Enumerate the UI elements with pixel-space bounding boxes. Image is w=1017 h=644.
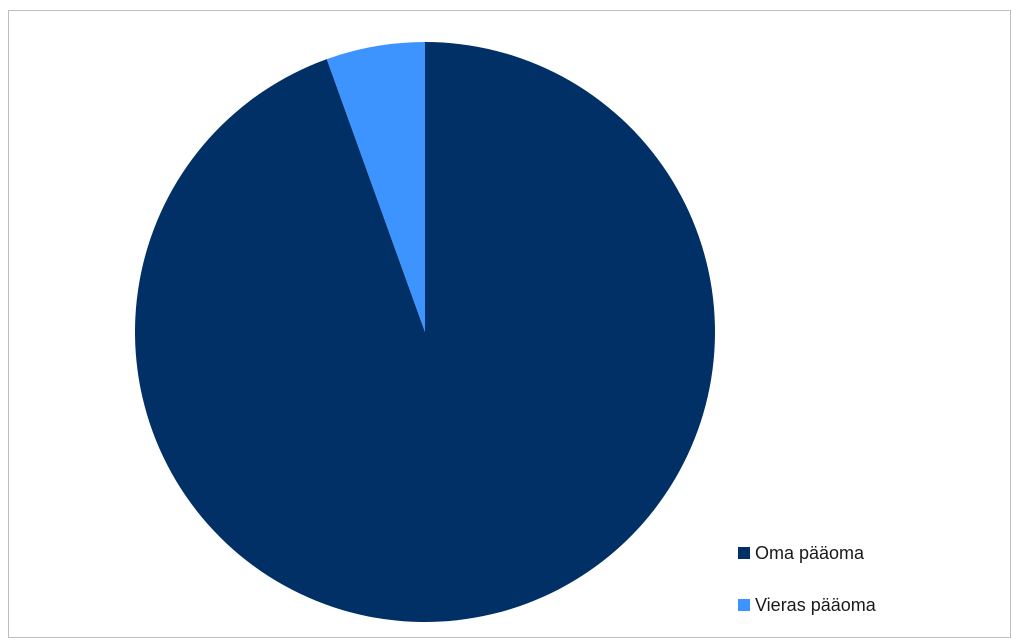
pie-slice-vieras-paaoma <box>326 42 425 332</box>
pie-slice-oma-paaoma <box>134 42 715 622</box>
legend-item-vieras-paaoma: Vieras pääoma <box>738 592 876 618</box>
legend-item-oma-paaoma: Oma pääoma <box>738 540 876 566</box>
legend: Oma pääoma Vieras pääoma <box>738 540 876 644</box>
legend-label-oma-paaoma: Oma pääoma <box>755 542 865 563</box>
legend-swatch-oma-paaoma <box>738 547 750 559</box>
legend-label-vieras-paaoma: Vieras pääoma <box>755 594 876 615</box>
legend-swatch-vieras-paaoma <box>738 599 750 611</box>
